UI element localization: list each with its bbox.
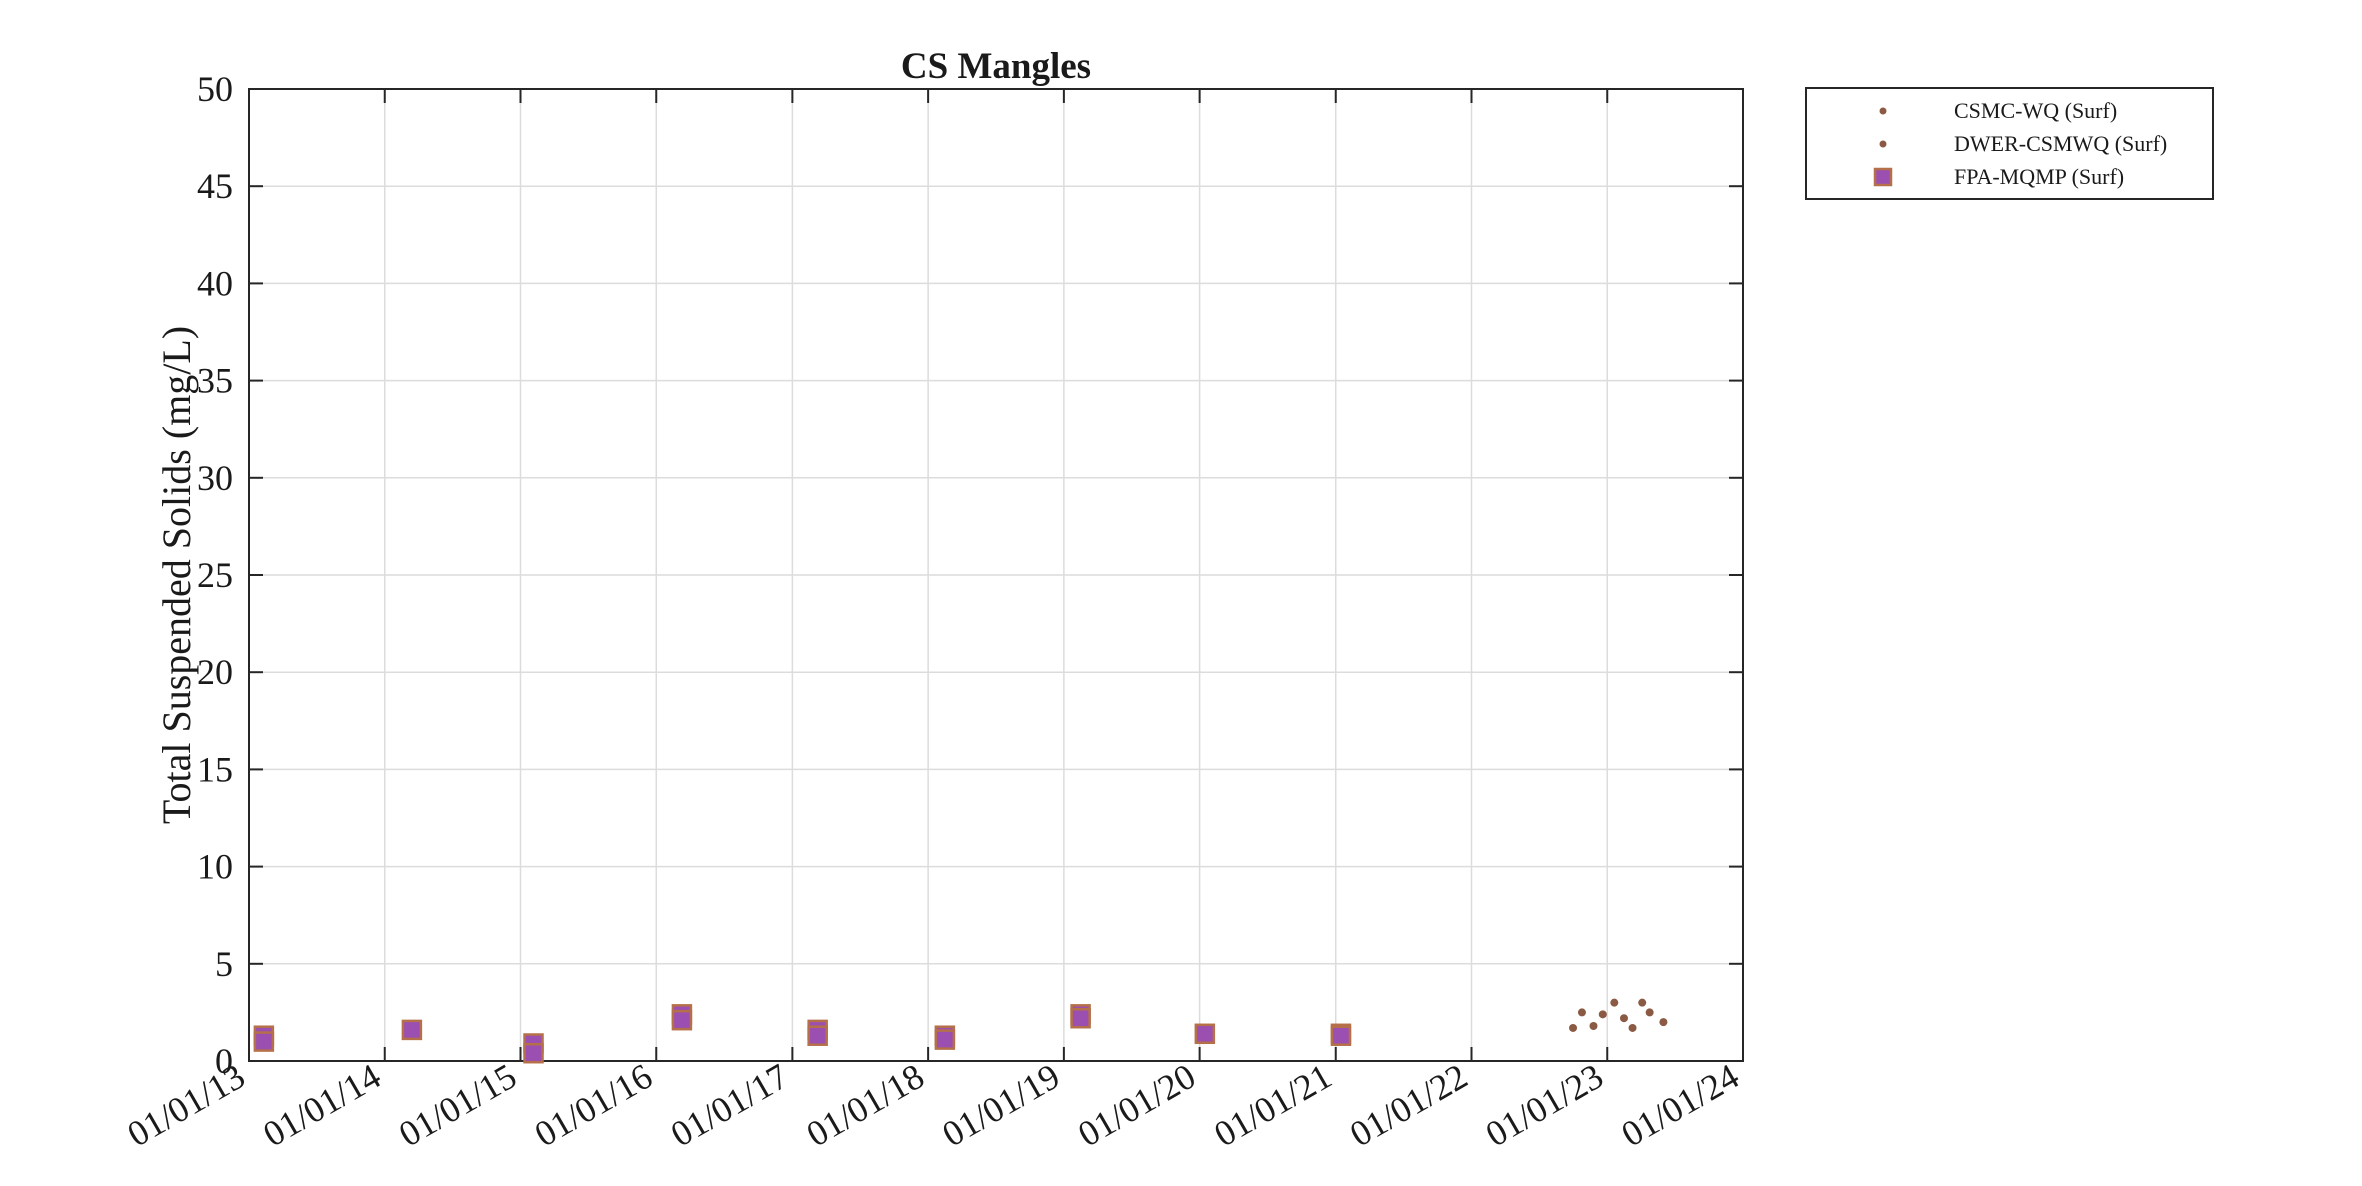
y-axis-label: Total Suspended Solids (mg/L) [154, 326, 199, 824]
data-point-square [401, 1019, 423, 1041]
y-tick-label: 15 [197, 749, 233, 789]
data-point-square [934, 1029, 956, 1050]
legend: CSMC-WQ (Surf) DWER-CSMWQ (Surf) FPA-MQMP … [1805, 87, 2214, 200]
y-tick-label: 25 [197, 555, 233, 595]
data-point-dot [1638, 998, 1647, 1007]
legend-label: CSMC-WQ (Surf) [1954, 98, 2117, 123]
series-1 [1628, 998, 1668, 1032]
data-point-square [671, 1009, 693, 1031]
series-0 [1569, 998, 1628, 1032]
y-tick-label: 20 [197, 652, 233, 692]
data-point-dot [1628, 1023, 1637, 1032]
data-point-square [523, 1042, 544, 1064]
chart-title: CS Mangles [901, 46, 1091, 87]
data-point-dot [1619, 1014, 1628, 1023]
legend-label: FPA-MQMP (Surf) [1954, 164, 2124, 189]
data-point-dot [1645, 1008, 1654, 1017]
legend-label: DWER-CSMWQ (Surf) [1954, 131, 2167, 156]
data-point-dot [1659, 1018, 1668, 1027]
y-tick-label: 30 [197, 458, 233, 498]
legend-marker-dot [1879, 140, 1887, 148]
data-point-dot [1577, 1008, 1586, 1017]
data-point-dot [1598, 1010, 1607, 1019]
legend-marker-dot [1879, 107, 1887, 115]
y-tick-label: 10 [197, 847, 233, 887]
y-tick-label: 40 [197, 263, 233, 303]
y-tick-label: 45 [197, 166, 233, 206]
y-tick-label: 35 [197, 361, 233, 401]
data-point-dot [1610, 998, 1619, 1007]
legend-marker-square [1873, 167, 1893, 187]
data-point-square [1070, 1007, 1091, 1029]
series-2 [253, 1004, 1352, 1064]
data-point-square [253, 1031, 275, 1052]
data-point-dot [1569, 1023, 1578, 1032]
marks-layer [253, 998, 1668, 1064]
y-tick-label: 0 [215, 1041, 233, 1081]
y-tick-label: 5 [215, 944, 233, 984]
data-point-dot [1589, 1022, 1598, 1031]
y-tick-label: 50 [197, 69, 233, 109]
data-point-square [1330, 1025, 1352, 1046]
data-point-square [1194, 1023, 1216, 1045]
data-point-square [807, 1025, 828, 1046]
